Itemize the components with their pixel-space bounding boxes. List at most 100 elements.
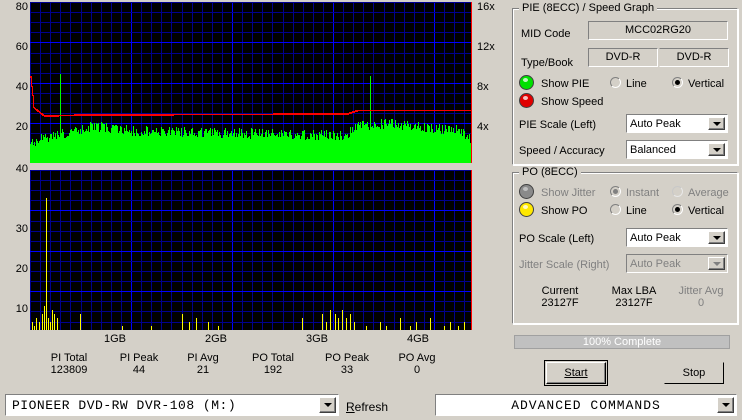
chevron-down-icon[interactable] bbox=[708, 117, 725, 130]
po-scale-value: Auto Peak bbox=[630, 231, 681, 244]
show-po-led[interactable] bbox=[519, 202, 534, 217]
jitter-avg-value: 0 bbox=[697, 297, 705, 309]
pie-scale-label: PIE Scale (Left) bbox=[519, 119, 597, 131]
stat-value: 21 bbox=[196, 364, 210, 376]
led-gloss bbox=[523, 78, 528, 82]
chevron-down-icon[interactable] bbox=[319, 397, 336, 413]
max-lba-value: 23127F bbox=[615, 297, 653, 309]
jitter-average-label: Average bbox=[688, 187, 729, 199]
po-ytick-30: 30 bbox=[15, 223, 28, 235]
stat-label: PO Total bbox=[252, 352, 294, 364]
led-gloss bbox=[523, 96, 528, 100]
chart-gridlines bbox=[30, 170, 472, 330]
scan-end-marker bbox=[471, 2, 472, 163]
po-group: PO (8ECC) bbox=[512, 167, 738, 324]
stop-button-label: Stop bbox=[682, 367, 706, 379]
stat-value: 192 bbox=[263, 364, 283, 376]
stat-label: PI Total bbox=[50, 352, 88, 364]
po-vertical-label[interactable]: Vertical bbox=[688, 205, 725, 217]
radio-ring bbox=[610, 204, 621, 215]
po-bars bbox=[30, 170, 472, 330]
chevron-down-icon[interactable] bbox=[708, 231, 725, 244]
scan-statistics: PI Total 123809 PI Peak 44 PI Avg 21 PO … bbox=[0, 352, 510, 380]
show-speed-label[interactable]: Show Speed bbox=[541, 96, 604, 108]
stat-po-total: PO Total 192 bbox=[232, 352, 314, 376]
scan-end-marker bbox=[471, 170, 472, 330]
show-po-label[interactable]: Show PO bbox=[541, 205, 588, 217]
speed-ytick-8x: 8x bbox=[477, 81, 489, 93]
radio-dot bbox=[675, 80, 680, 85]
stat-pi-avg: PI Avg 21 bbox=[168, 352, 238, 376]
show-pie-label[interactable]: Show PIE bbox=[541, 78, 590, 90]
po-chart bbox=[30, 170, 472, 330]
progress-bar: 100% Complete bbox=[514, 335, 730, 349]
stat-po-peak: PO Peak 33 bbox=[312, 352, 382, 376]
stat-pi-peak: PI Peak 44 bbox=[104, 352, 174, 376]
type-book-label: Type/Book bbox=[521, 57, 573, 69]
po-line-radio[interactable] bbox=[610, 204, 621, 215]
chevron-down-icon bbox=[708, 257, 725, 270]
disc-book-value: DVD-R bbox=[659, 48, 729, 67]
progress-label: 100% Complete bbox=[582, 336, 662, 348]
jitter-avg-stat: Jitter Avg 0 bbox=[668, 285, 734, 309]
pie-vertical-label[interactable]: Vertical bbox=[688, 78, 725, 90]
pie-vertical-radio[interactable] bbox=[672, 77, 683, 88]
speed-line bbox=[30, 2, 472, 163]
pie-scale-value: Auto Peak bbox=[630, 117, 681, 130]
show-pie-led[interactable] bbox=[519, 75, 534, 90]
radio-dot bbox=[613, 189, 618, 194]
po-ytick-40: 40 bbox=[15, 163, 28, 175]
x-axis: 1GB 2GB 3GB 4GB bbox=[0, 334, 510, 348]
show-speed-led[interactable] bbox=[519, 93, 534, 108]
pie-speed-graph-group: PIE (8ECC) / Speed Graph bbox=[512, 3, 738, 165]
stop-button[interactable]: Stop bbox=[664, 362, 724, 384]
stat-po-avg: PO Avg 0 bbox=[382, 352, 452, 376]
po-scale-select[interactable]: Auto Peak bbox=[626, 228, 728, 247]
stat-pi-total: PI Total 123809 bbox=[28, 352, 110, 376]
speed-accuracy-value: Balanced bbox=[630, 143, 676, 156]
pie-speed-chart bbox=[30, 2, 472, 163]
speed-ytick-12x: 12x bbox=[477, 41, 495, 53]
advanced-commands-value: ADVANCED COMMANDS bbox=[511, 397, 661, 413]
speed-ytick-4x: 4x bbox=[477, 121, 489, 133]
chevron-down-icon[interactable] bbox=[717, 397, 734, 413]
led-gloss bbox=[523, 187, 528, 191]
jitter-scale-label: Jitter Scale (Right) bbox=[519, 259, 610, 271]
advanced-commands-select[interactable]: ADVANCED COMMANDS bbox=[435, 394, 737, 416]
jitter-scale-value: Auto Peak bbox=[630, 257, 681, 270]
max-lba-stat: Max LBA 23127F bbox=[596, 285, 672, 309]
speed-accuracy-select[interactable]: Balanced bbox=[626, 140, 728, 159]
jitter-instant-label: Instant bbox=[626, 187, 660, 199]
current-lba-value: 23127F bbox=[541, 297, 579, 309]
po-ytick-20: 20 bbox=[15, 263, 28, 275]
pie-group-title: PIE (8ECC) / Speed Graph bbox=[519, 3, 658, 14]
xtick-2gb: 2GB bbox=[204, 333, 227, 345]
stat-value: 44 bbox=[132, 364, 146, 376]
chart-gridlines bbox=[30, 2, 472, 163]
radio-ring bbox=[672, 186, 683, 197]
show-jitter-led bbox=[519, 184, 534, 199]
pie-chart-right-axis: 16x 12x 8x 4x bbox=[477, 0, 507, 163]
po-chart-left-axis: 40 30 20 10 bbox=[0, 164, 28, 330]
pie-line-radio[interactable] bbox=[610, 77, 621, 88]
disc-type-value: DVD-R bbox=[588, 48, 658, 67]
po-vertical-radio[interactable] bbox=[672, 204, 683, 215]
radio-ring bbox=[610, 77, 621, 88]
start-button[interactable]: Start bbox=[544, 360, 608, 386]
stat-value: 0 bbox=[413, 364, 421, 376]
pie-bars bbox=[30, 2, 472, 163]
jitter-avg-label: Jitter Avg bbox=[678, 285, 724, 297]
jitter-scale-select: Auto Peak bbox=[626, 254, 728, 273]
current-lba-stat: Current 23127F bbox=[524, 285, 596, 309]
radio-dot bbox=[675, 207, 680, 212]
pie-line-label[interactable]: Line bbox=[626, 78, 647, 90]
drive-select[interactable]: PIONEER DVD-RW DVR-108 (M:) bbox=[5, 394, 339, 416]
drive-select-value: PIONEER DVD-RW DVR-108 (M:) bbox=[12, 397, 237, 413]
pie-scale-select[interactable]: Auto Peak bbox=[626, 114, 728, 133]
refresh-label[interactable]: Refresh bbox=[346, 400, 388, 414]
xtick-1gb: 1GB bbox=[103, 333, 126, 345]
chevron-down-icon[interactable] bbox=[708, 143, 725, 156]
po-line-label[interactable]: Line bbox=[626, 205, 647, 217]
po-ytick-10: 10 bbox=[15, 303, 28, 315]
